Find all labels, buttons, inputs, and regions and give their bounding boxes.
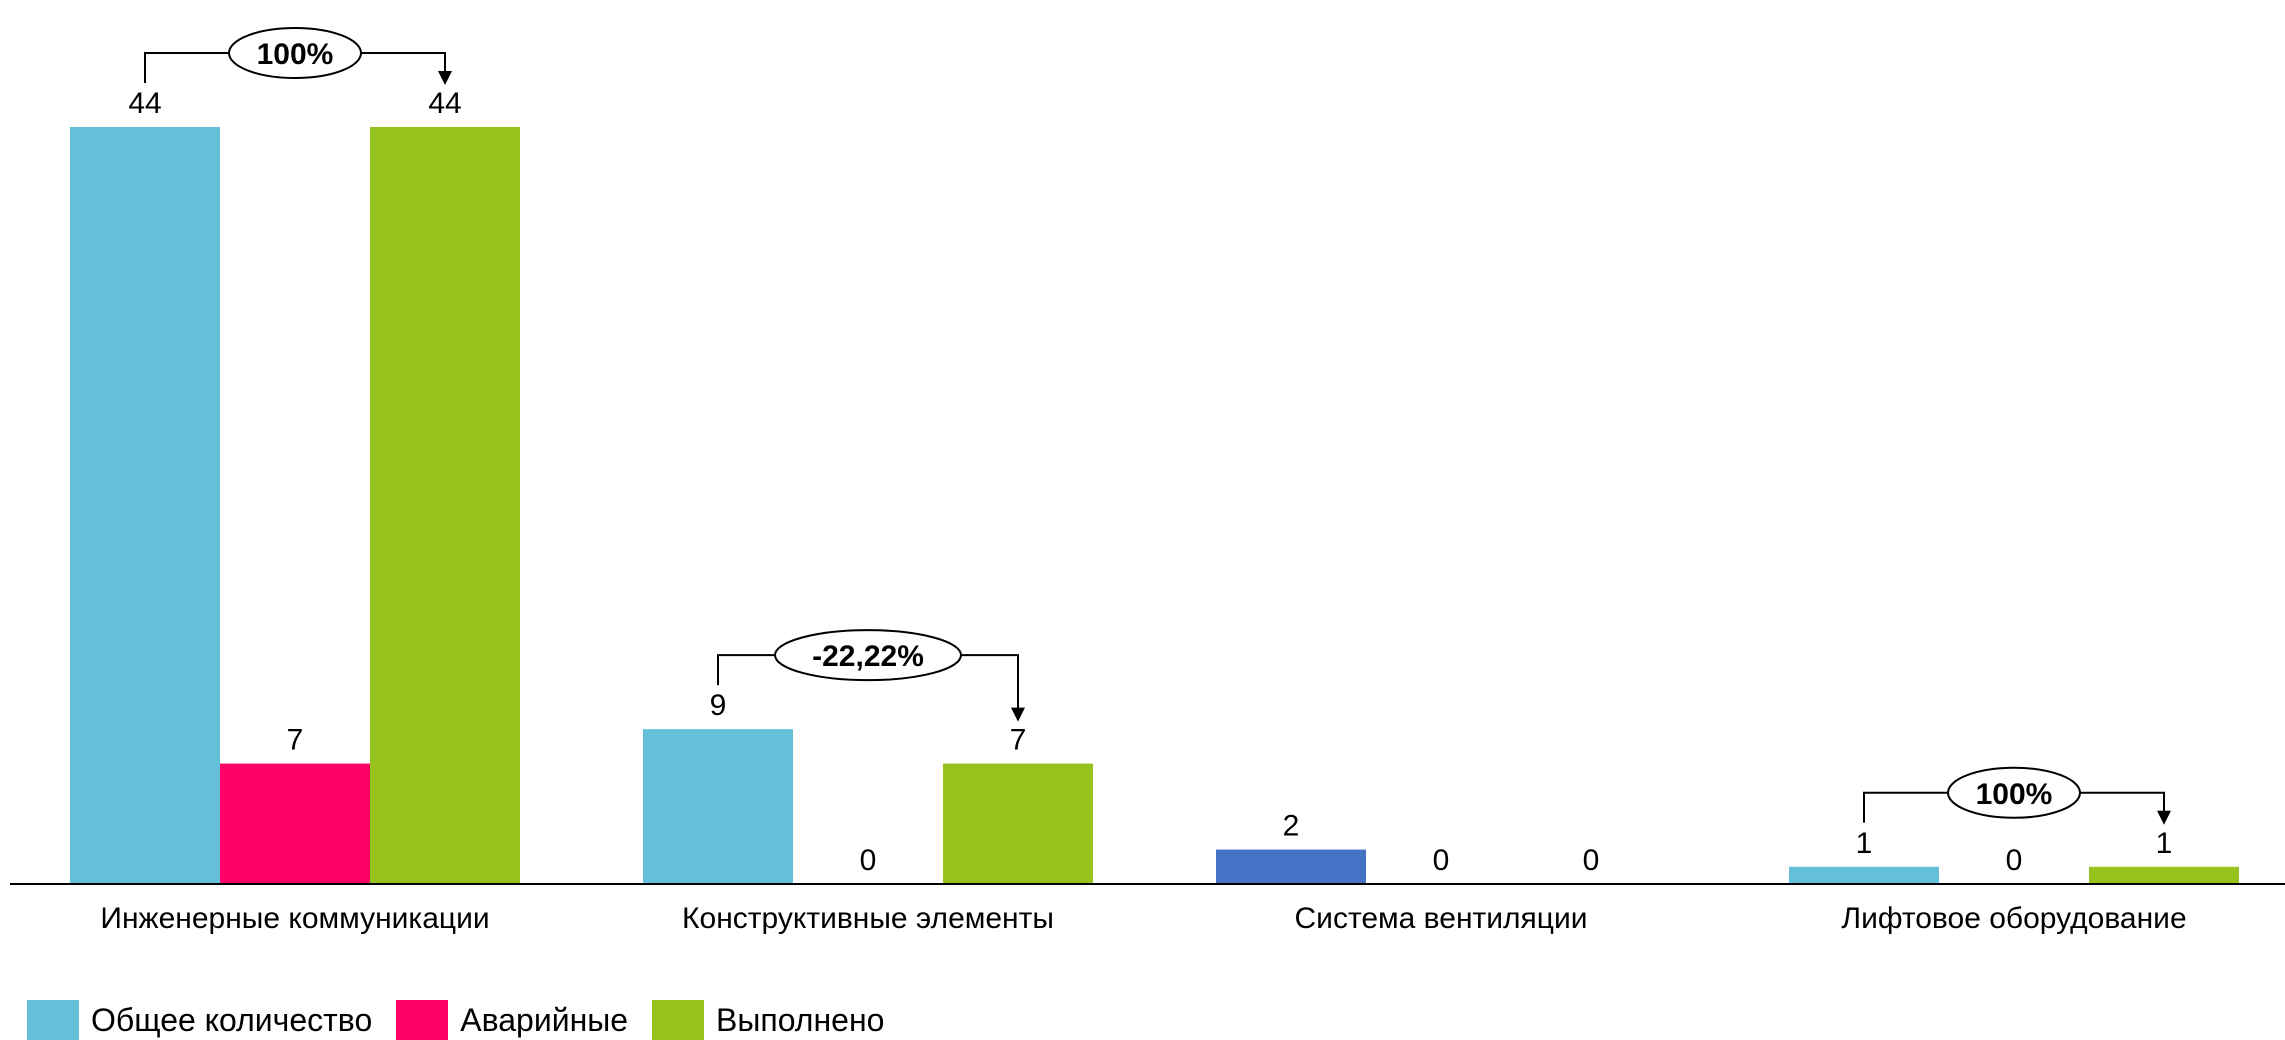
bar-total-1 bbox=[70, 127, 220, 884]
data-label-total-3: 2 bbox=[1283, 810, 1300, 843]
bar-emergency-1 bbox=[220, 763, 370, 884]
bar-total-4 bbox=[1789, 866, 1939, 884]
legend-swatch-completed bbox=[652, 1000, 705, 1040]
bar-completed-2 bbox=[943, 763, 1093, 884]
annotation-label-1: 100% bbox=[257, 38, 334, 71]
legend-swatch-total bbox=[27, 1000, 79, 1040]
legend-label-emergency: Аварийные bbox=[460, 1001, 629, 1038]
category-label-3: Система вентиляции bbox=[1295, 902, 1588, 935]
annotation-arrow-2 bbox=[1011, 707, 1025, 722]
data-label-completed-2: 7 bbox=[1010, 724, 1027, 757]
data-label-completed-4: 1 bbox=[2156, 827, 2173, 860]
data-label-completed-1: 44 bbox=[428, 87, 461, 120]
data-label-total-4: 1 bbox=[1856, 827, 1873, 860]
legend-label-completed: Выполнено bbox=[716, 1001, 885, 1038]
annotation-arrow-1 bbox=[438, 71, 452, 85]
annotation-label-2: -22,22% bbox=[812, 640, 924, 673]
data-label-completed-3: 0 bbox=[1583, 844, 1600, 877]
legend-label-total: Общее количество bbox=[91, 1001, 373, 1038]
category-label-1: Инженерные коммуникации bbox=[100, 902, 489, 935]
data-label-emergency-4: 0 bbox=[2006, 844, 2023, 877]
bar-completed-1 bbox=[370, 127, 520, 884]
annotation-bubble-2 bbox=[774, 629, 962, 682]
data-label-emergency-1: 7 bbox=[287, 724, 304, 757]
data-label-total-1: 44 bbox=[128, 87, 161, 120]
data-label-total-2: 9 bbox=[710, 689, 727, 722]
category-label-4: Лифтовое оборудование bbox=[1841, 902, 2186, 935]
bar-total-2 bbox=[643, 729, 793, 884]
legend-item-completed: Выполнено bbox=[652, 1000, 884, 1040]
data-label-emergency-3: 0 bbox=[1433, 844, 1450, 877]
bar-total-3 bbox=[1216, 849, 1366, 884]
annotation-bubble-3 bbox=[1947, 766, 2081, 819]
bar-completed-4 bbox=[2089, 866, 2239, 884]
legend-item-total: Общее количество bbox=[27, 1000, 372, 1040]
data-label-emergency-2: 0 bbox=[860, 844, 877, 877]
annotation-bubble-1 bbox=[228, 27, 362, 79]
legend-swatch-emergency bbox=[396, 1000, 449, 1040]
legend-item-emergency: Аварийные bbox=[396, 1000, 628, 1040]
annotation-label-3: 100% bbox=[1976, 778, 2053, 811]
annotation-arrow-3 bbox=[2157, 810, 2171, 825]
chart-legend: Общее количество Аварийные Выполнено bbox=[27, 1000, 908, 1040]
category-label-2: Конструктивные элементы bbox=[682, 902, 1054, 935]
